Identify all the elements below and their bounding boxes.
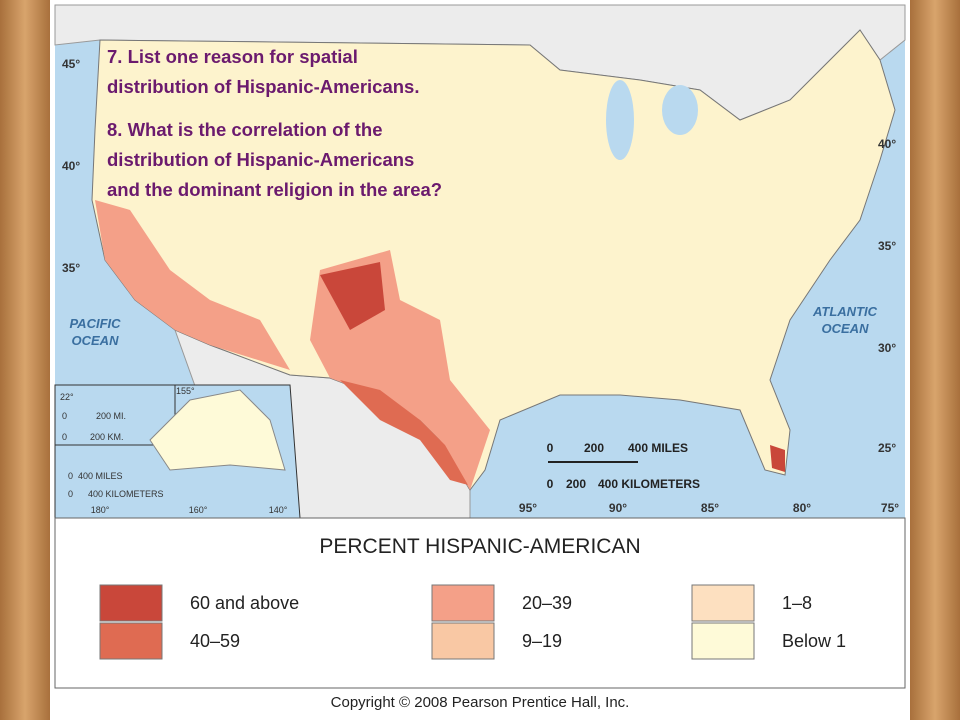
ocean-label: OCEAN: [822, 321, 870, 336]
legend-label: 9–19: [522, 631, 562, 651]
scale-label: 0: [547, 441, 554, 455]
alaska: [149, 389, 286, 471]
latitude-label: 30°: [878, 341, 896, 355]
ocean-label: PACIFIC: [69, 316, 121, 331]
inset-scale: 0: [68, 489, 73, 499]
region-texas: [340, 380, 468, 485]
region-florida: [770, 445, 785, 472]
scale-label: 0: [547, 477, 554, 491]
inset-scale: 0: [62, 432, 67, 442]
latitude-label: 35°: [62, 261, 80, 275]
legend-swatch: [691, 622, 755, 660]
inset-longitude: 180°: [91, 505, 110, 515]
legend-title: PERCENT HISPANIC-AMERICAN: [319, 535, 640, 558]
question-text: 7. List one reason for spatial: [107, 46, 358, 67]
question-text: and the dominant religion in the area?: [107, 179, 442, 200]
legend-swatch: [691, 584, 755, 622]
inset-scale: 400 MILES: [78, 471, 123, 481]
longitude-label: 90°: [609, 501, 627, 515]
question-text: distribution of Hispanic-Americans.: [107, 76, 420, 97]
scale-label: 200: [566, 477, 586, 491]
ocean-label: OCEAN: [72, 333, 120, 348]
labels: 7. List one reason for spatial distributi…: [60, 46, 899, 515]
lake: [662, 85, 698, 135]
scale-label: 200: [584, 441, 604, 455]
legend-swatch: [99, 622, 163, 660]
question-text: 8. What is the correlation of the: [107, 119, 382, 140]
longitude-label: 75°: [881, 501, 899, 515]
latitude-label: 35°: [878, 239, 896, 253]
border-left: [0, 0, 50, 720]
longitude-label: 85°: [701, 501, 719, 515]
ocean-label: ATLANTIC: [812, 304, 878, 319]
legend-label: 1–8: [782, 593, 812, 613]
region-new-mexico: [320, 262, 385, 330]
inset-longitude: 160°: [189, 505, 208, 515]
inset-longitude: 140°: [269, 505, 288, 515]
inset-label: 155°: [176, 386, 195, 396]
legend-swatch: [431, 584, 495, 622]
legend-swatch: [431, 622, 495, 660]
legend-swatch: [99, 584, 163, 622]
map: [54, 4, 906, 519]
latitude-label: 40°: [878, 137, 896, 151]
latitude-label: 40°: [62, 159, 80, 173]
inset-scale: 0: [68, 471, 73, 481]
legend-label: 40–59: [190, 631, 240, 651]
longitude-label: 80°: [793, 501, 811, 515]
inset-scale: 0: [62, 411, 67, 421]
lake: [606, 80, 634, 160]
inset-scale: 200 MI.: [96, 411, 126, 421]
legend-label: 20–39: [522, 593, 572, 613]
inset-label: 22°: [60, 392, 74, 402]
longitude-label: 95°: [519, 501, 537, 515]
inset-scale: 200 KM.: [90, 432, 124, 442]
legend: 60 and above 40–59 20–39 9–19 1–8 Below 1: [99, 584, 846, 660]
inset-scale: 400 KILOMETERS: [88, 489, 164, 499]
copyright: Copyright © 2008 Pearson Prentice Hall, …: [331, 694, 630, 711]
region-california: [95, 200, 290, 370]
usa: [91, 29, 896, 491]
latitude-label: 25°: [878, 441, 896, 455]
scale-label: 400 KILOMETERS: [598, 477, 700, 491]
legend-label: Below 1: [782, 631, 846, 651]
latitude-label: 45°: [62, 57, 80, 71]
border-right: [910, 0, 960, 720]
scale-label: 400 MILES: [628, 441, 688, 455]
legend-label: 60 and above: [190, 593, 299, 613]
question-text: distribution of Hispanic-Americans: [107, 149, 414, 170]
